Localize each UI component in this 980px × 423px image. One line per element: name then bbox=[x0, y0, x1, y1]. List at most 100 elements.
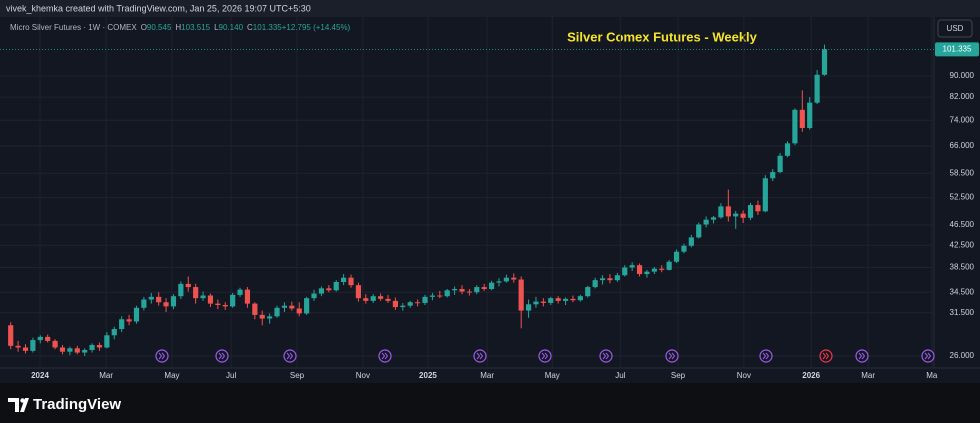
candle-body bbox=[59, 347, 66, 352]
y-tick-label: 46.500 bbox=[950, 220, 975, 229]
event-glyph bbox=[762, 352, 770, 360]
candle-body bbox=[755, 205, 761, 212]
candle-body bbox=[141, 299, 147, 308]
candle-body bbox=[415, 302, 421, 304]
candle-body bbox=[518, 279, 524, 311]
x-tick-label: Nov bbox=[737, 371, 751, 380]
x-tick-label: May bbox=[164, 371, 179, 380]
candle-body bbox=[156, 296, 162, 303]
y-tick-label: 66.000 bbox=[950, 141, 975, 150]
attribution: vivek_khemka created with TradingView.co… bbox=[6, 3, 311, 13]
candle-body bbox=[703, 219, 709, 225]
legend-value: 103.515 bbox=[181, 23, 210, 32]
event-glyph bbox=[286, 352, 294, 360]
currency: USD bbox=[947, 24, 964, 33]
candle-body bbox=[267, 316, 273, 319]
candle-body bbox=[185, 283, 191, 288]
symbol: Micro Silver Futures · 1W · COMEX bbox=[10, 23, 137, 32]
logo-mark bbox=[20, 398, 25, 403]
candle-body bbox=[237, 289, 243, 295]
candle-body bbox=[22, 347, 29, 351]
y-tick-label: 90.000 bbox=[950, 71, 975, 80]
candle-body bbox=[230, 294, 236, 307]
candle-body bbox=[8, 325, 14, 346]
logo-mark bbox=[8, 398, 19, 412]
candle-body bbox=[740, 213, 746, 218]
event-glyph bbox=[668, 352, 676, 360]
candles bbox=[8, 44, 828, 356]
candle-body bbox=[355, 285, 362, 299]
candle-body bbox=[799, 109, 805, 128]
x-tick-label: Nov bbox=[356, 371, 370, 380]
y-tick-label: 42.500 bbox=[950, 240, 975, 249]
candle-body bbox=[636, 265, 643, 275]
candle-body bbox=[311, 293, 317, 299]
x-tick-label: May bbox=[545, 371, 560, 380]
candle-body bbox=[96, 344, 103, 348]
y-tick-label: 58.500 bbox=[950, 168, 975, 177]
header-bar bbox=[0, 0, 980, 17]
y-tick-label: 26.000 bbox=[950, 351, 975, 360]
candle-body bbox=[548, 298, 554, 303]
candle-body bbox=[437, 295, 443, 297]
candle-body bbox=[52, 340, 58, 348]
candle-body bbox=[422, 296, 428, 303]
price-badge bbox=[935, 42, 979, 57]
candle-body bbox=[599, 278, 606, 281]
x-tick-label: Jul bbox=[615, 371, 625, 380]
currency-button[interactable] bbox=[937, 19, 973, 38]
candle-body bbox=[289, 305, 295, 309]
candle-body bbox=[673, 251, 680, 262]
candle-body bbox=[104, 335, 110, 348]
y-tick-label: 74.000 bbox=[950, 115, 975, 124]
candle-body bbox=[718, 206, 724, 218]
candle-body bbox=[562, 298, 569, 301]
candle-body bbox=[725, 206, 731, 217]
candle-body bbox=[119, 319, 125, 330]
candle-body bbox=[363, 298, 369, 301]
x-tick-label: 2024 bbox=[31, 371, 49, 380]
legend-value: +12.795 (+14.45%) bbox=[282, 23, 351, 32]
candle-body bbox=[326, 288, 332, 291]
event-glyph bbox=[541, 352, 549, 360]
legend-key: L bbox=[214, 23, 219, 32]
legend-key: C bbox=[247, 23, 253, 32]
candle-body bbox=[770, 172, 776, 179]
event-glyph bbox=[858, 352, 866, 360]
y-tick-label: 38.500 bbox=[950, 263, 975, 272]
candle-body bbox=[304, 298, 310, 314]
candle-body bbox=[400, 305, 406, 308]
candle-body bbox=[178, 283, 184, 297]
candle-body bbox=[733, 213, 739, 217]
candle-body bbox=[762, 178, 768, 212]
candle-body bbox=[341, 277, 347, 283]
candle-body bbox=[444, 290, 450, 297]
candle-body bbox=[784, 143, 791, 156]
candle-body bbox=[74, 348, 80, 353]
event-glyph bbox=[822, 352, 830, 360]
candle-body bbox=[681, 245, 687, 252]
candle-body bbox=[259, 314, 265, 319]
candle-body bbox=[533, 301, 539, 305]
candle-body bbox=[281, 305, 288, 308]
candle-body bbox=[651, 268, 657, 272]
candle-body bbox=[30, 340, 36, 351]
candle-body bbox=[644, 271, 650, 275]
candle-body bbox=[222, 304, 228, 307]
candle-body bbox=[333, 282, 339, 291]
legend-value: 90.140 bbox=[219, 23, 244, 32]
y-tick-label: 34.500 bbox=[950, 287, 975, 296]
candle-body bbox=[163, 302, 169, 307]
x-tick-label: Mar bbox=[480, 371, 494, 380]
candle-body bbox=[215, 303, 221, 305]
candle-body bbox=[585, 287, 591, 297]
x-tick-label: Mar bbox=[861, 371, 875, 380]
candle-body bbox=[348, 277, 354, 286]
candle-body bbox=[15, 345, 21, 348]
legend-key: O bbox=[141, 23, 147, 32]
brand-name: TradingView bbox=[33, 396, 121, 413]
candle-body bbox=[696, 224, 702, 238]
events bbox=[155, 349, 935, 363]
price-label: 101.335 bbox=[943, 45, 972, 54]
